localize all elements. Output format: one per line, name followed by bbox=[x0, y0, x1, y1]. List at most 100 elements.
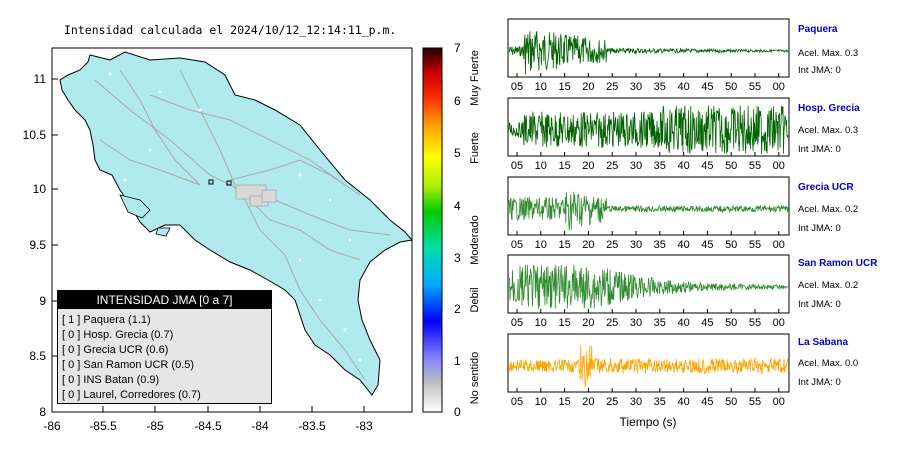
lon-tick: -84 bbox=[251, 419, 269, 433]
time-tick-label: 35 bbox=[654, 317, 666, 329]
lon-tick: -83.5 bbox=[298, 419, 326, 433]
time-tick-label: 35 bbox=[654, 160, 666, 172]
time-tick-label: 15 bbox=[558, 317, 570, 329]
time-tick-label: 25 bbox=[606, 81, 618, 93]
time-tick-label: 55 bbox=[749, 81, 761, 93]
time-tick-label: 05 bbox=[511, 239, 523, 251]
time-tick-label: 45 bbox=[701, 160, 713, 172]
time-tick-label: 50 bbox=[725, 81, 737, 93]
time-tick-label: 40 bbox=[677, 317, 689, 329]
time-tick-label: 10 bbox=[535, 160, 547, 172]
legend-item: [ 0 ] INS Batan (0.9) bbox=[62, 374, 160, 386]
station-int: Int JMA: 0 bbox=[798, 65, 841, 76]
legend-item: [ 1 ] Paquera (1.1) bbox=[62, 314, 151, 326]
time-tick-label: 50 bbox=[725, 160, 737, 172]
time-tick-label: 05 bbox=[511, 81, 523, 93]
lat-tick: 9.5 bbox=[29, 238, 46, 252]
seismogram-frame bbox=[507, 18, 790, 78]
time-tick-label: 25 bbox=[606, 239, 618, 251]
time-tick-label: 20 bbox=[582, 81, 594, 93]
time-tick-label: 35 bbox=[654, 396, 666, 408]
city-cluster bbox=[235, 184, 277, 207]
svg-text:Debil: Debil bbox=[469, 287, 481, 312]
time-tick-label: 25 bbox=[606, 160, 618, 172]
station-name[interactable]: Hosp. Grecia bbox=[798, 103, 860, 114]
time-tick-label: 55 bbox=[749, 317, 761, 329]
time-tick-label: 15 bbox=[558, 396, 570, 408]
map-title: Intensidad calculada el 2024/10/12_12:14… bbox=[64, 23, 397, 37]
time-tick-label: 20 bbox=[582, 160, 594, 172]
time-tick-label: 15 bbox=[558, 81, 570, 93]
time-tick-label: 55 bbox=[749, 160, 761, 172]
lon-tick: -83 bbox=[355, 419, 373, 433]
lon-tick: -84.5 bbox=[194, 419, 222, 433]
svg-text:No sentido: No sentido bbox=[469, 352, 481, 405]
lat-tick: 8 bbox=[39, 405, 46, 419]
svg-text:0: 0 bbox=[454, 405, 461, 419]
time-tick-label: 40 bbox=[677, 239, 689, 251]
time-tick-label: 40 bbox=[677, 396, 689, 408]
time-tick-label: 00 bbox=[773, 396, 785, 408]
seismogram-frame bbox=[507, 97, 790, 157]
legend-list: [ 1 ] Paquera (1.1) [ 0 ] Hosp. Grecia (… bbox=[58, 309, 271, 403]
svg-text:2: 2 bbox=[454, 302, 461, 316]
waveform-trace bbox=[508, 345, 789, 388]
time-tick-label: 10 bbox=[535, 396, 547, 408]
station-acel: Acel. Max. 0.2 bbox=[798, 280, 859, 291]
lon-tick: -85 bbox=[146, 419, 164, 433]
time-tick-label: 00 bbox=[773, 160, 785, 172]
waveform-trace bbox=[508, 264, 789, 309]
legend-item: [ 0 ] Hosp. Grecia (0.7) bbox=[62, 329, 174, 341]
time-tick-label: 45 bbox=[701, 396, 713, 408]
svg-text:6: 6 bbox=[454, 94, 461, 108]
time-tick-label: 05 bbox=[511, 396, 523, 408]
lon-axis: -86 -85.5 -85 -84.5 -84 -83.5 -83 bbox=[43, 406, 373, 433]
legend-item: [ 0 ] San Ramon UCR (0.5) bbox=[62, 359, 195, 371]
svg-text:1: 1 bbox=[454, 354, 461, 368]
time-tick-label: 50 bbox=[725, 239, 737, 251]
waveform-trace bbox=[508, 191, 789, 231]
lat-tick: 9 bbox=[39, 294, 46, 308]
time-tick-label: 30 bbox=[630, 396, 642, 408]
station-int: Int JMA: 0 bbox=[798, 299, 841, 310]
time-tick-label: 25 bbox=[606, 317, 618, 329]
station-int: Int JMA: 0 bbox=[798, 223, 841, 234]
time-tick-label: 50 bbox=[725, 396, 737, 408]
intensity-legend: INTENSIDAD JMA [0 a 7] [ 1 ] Paquera (1.… bbox=[57, 290, 272, 404]
time-tick-label: 10 bbox=[535, 239, 547, 251]
legend-item: [ 0 ] Laurel, Corredores (0.7) bbox=[62, 389, 201, 401]
time-tick-label: 55 bbox=[749, 239, 761, 251]
station-markers bbox=[108, 72, 362, 362]
svg-text:3: 3 bbox=[454, 251, 461, 265]
waveform-trace bbox=[508, 30, 789, 75]
svg-text:Moderado: Moderado bbox=[469, 215, 481, 265]
time-tick-label: 55 bbox=[749, 396, 761, 408]
time-tick-label: 50 bbox=[725, 317, 737, 329]
lon-tick: -85.5 bbox=[89, 419, 117, 433]
time-tick-label: 00 bbox=[773, 317, 785, 329]
time-tick-label: 45 bbox=[701, 239, 713, 251]
legend-title: INTENSIDAD JMA [0 a 7] bbox=[58, 291, 271, 309]
station-int: Int JMA: 0 bbox=[798, 144, 841, 155]
time-tick-label: 20 bbox=[582, 396, 594, 408]
station-name[interactable]: San Ramon UCR bbox=[798, 258, 878, 269]
seismogram-panels: 05 10 15 20 25 30 35 40 45 50 55 00 05 10 15 20 25 30 35 40… bbox=[507, 18, 790, 408]
time-tick-label: 20 bbox=[582, 317, 594, 329]
time-tick-label: 45 bbox=[701, 317, 713, 329]
svg-text:7: 7 bbox=[454, 41, 461, 55]
time-tick-label: 15 bbox=[558, 160, 570, 172]
lat-tick: 11 bbox=[34, 72, 47, 86]
station-name[interactable]: Paquera bbox=[798, 24, 838, 35]
colorbar-categories: Muy Fuerte Fuerte Moderado Debil No sent… bbox=[469, 50, 481, 404]
lat-tick: 8.5 bbox=[29, 349, 46, 363]
lat-axis: 11 10.5 10 9.5 9 8.5 8 bbox=[23, 72, 58, 419]
station-name[interactable]: Grecia UCR bbox=[798, 182, 854, 193]
time-tick-label: 00 bbox=[773, 81, 785, 93]
time-tick-label: 45 bbox=[701, 81, 713, 93]
time-tick-label: 40 bbox=[677, 81, 689, 93]
station-name[interactable]: La Sabana bbox=[798, 337, 849, 348]
time-tick-label: 15 bbox=[558, 239, 570, 251]
svg-text:5: 5 bbox=[454, 146, 461, 160]
time-tick-label: 30 bbox=[630, 81, 642, 93]
